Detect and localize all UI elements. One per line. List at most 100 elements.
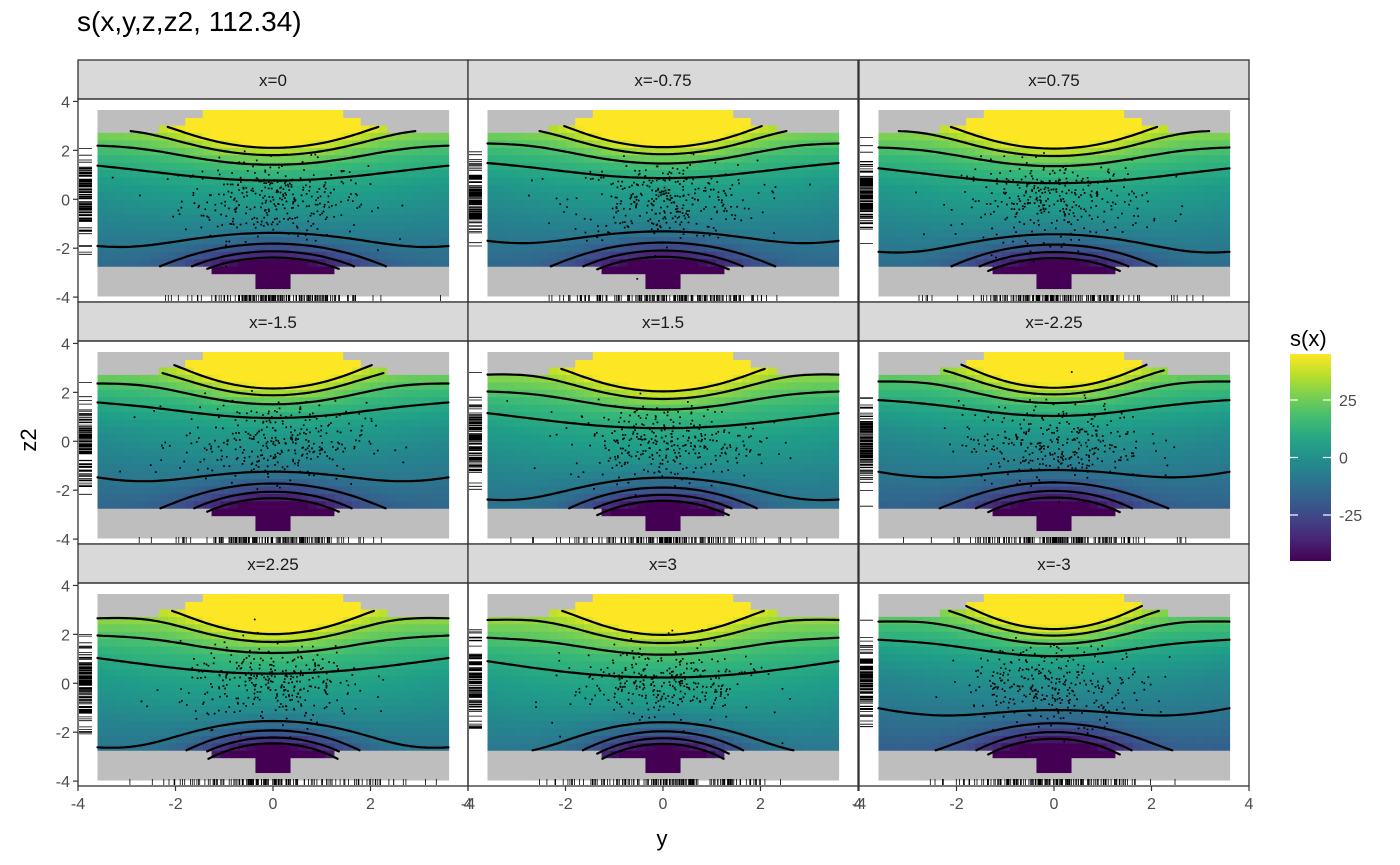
heatmap-cell [167,366,178,375]
heatmap-cell [115,117,125,126]
data-point [1109,178,1111,181]
heatmap-cell [724,191,734,200]
heatmap-cell [220,366,230,375]
data-point [269,182,272,184]
heatmap-cell [237,184,248,193]
heatmap-cell [237,485,248,494]
data-point [619,202,622,205]
data-point [617,180,620,183]
heatmap-cell [264,381,274,390]
heatmap-cell [308,162,318,171]
heatmap-cell [325,169,336,178]
heatmap-cell [325,441,336,450]
heatmap-cell [97,485,107,494]
heatmap-cell [158,478,169,487]
data-point [275,208,278,211]
heatmap-cell [158,426,169,435]
data-point [283,182,286,185]
heatmap-cell [413,199,423,208]
heatmap-cell [698,288,708,297]
heatmap-cell [904,258,915,267]
heatmap-cell [123,154,134,163]
heatmap-cell [1176,273,1187,282]
data-point [312,223,315,225]
heatmap-cell [680,191,690,200]
heatmap-cell [1220,228,1231,238]
heatmap-cell [759,169,769,178]
heatmap-cell [369,281,379,290]
data-point [1069,209,1071,212]
data-point [638,172,641,175]
heatmap-cell [150,448,160,457]
heatmap-cell [1080,162,1090,171]
heatmap-cell [992,281,1002,290]
data-point [683,194,685,197]
heatmap-cell [1194,147,1204,156]
heatmap-cell [610,124,620,133]
heatmap-cell [141,508,151,517]
data-point [1029,202,1031,204]
chart-title: s(x,y,z,z2, 112.34) [77,6,302,37]
heatmap-cell [531,184,541,193]
heatmap-cell [715,124,726,133]
heatmap-cell [369,418,379,427]
heatmap-cell [1168,228,1178,238]
data-point [1055,180,1057,182]
heatmap-cell [785,266,796,275]
heatmap-cell [1062,124,1073,133]
heatmap-cell [237,530,248,539]
heatmap-cell [290,508,300,517]
heatmap-cell [820,281,831,290]
data-point [1090,206,1092,209]
heatmap-cell [522,132,532,141]
heatmap-cell [316,508,327,517]
data-point [1078,196,1080,199]
heatmap-cell [741,176,752,185]
heatmap-cell [896,266,906,275]
heatmap-cell [141,448,151,457]
heatmap-cell [1150,132,1160,141]
data-point [294,199,297,201]
heatmap-cell [803,228,813,238]
heatmap-cell [601,251,611,260]
heatmap-cell [759,176,769,185]
heatmap-cell [202,530,213,539]
heatmap-cell [878,162,888,171]
heatmap-cell [610,169,620,178]
heatmap-cell [246,352,257,361]
heatmap-cell [387,463,397,472]
heatmap-cell [387,221,397,230]
heatmap-cell [176,124,186,133]
heatmap-cell [422,500,432,509]
heatmap-cell [1220,162,1231,171]
heatmap-cell [246,251,257,260]
heatmap-cell [768,281,778,290]
data-point [1049,192,1051,194]
heatmap-cell [273,485,283,494]
heatmap-cell [281,288,292,297]
data-point [1174,220,1177,222]
heatmap-cell [325,500,336,509]
heatmap-cell [255,139,265,148]
heatmap-cell [733,281,743,290]
data-point [267,208,270,211]
heatmap-cell [505,214,515,223]
heatmap-cell [671,221,682,230]
data-point [1089,194,1092,196]
heatmap-cell [281,500,292,509]
heatmap-cell [176,493,186,502]
heatmap-cell [167,214,178,223]
heatmap-cell [430,169,441,178]
heatmap-cell [176,508,186,517]
heatmap-cell [522,288,532,297]
heatmap-cell [246,389,257,398]
heatmap-cell [592,258,603,267]
data-point [1106,187,1108,190]
heatmap-cell [395,426,406,435]
data-point [1100,166,1103,169]
heatmap-cell [255,132,265,141]
heatmap-cell [194,184,204,193]
data-point [757,192,760,194]
heatmap-cell [777,184,787,193]
